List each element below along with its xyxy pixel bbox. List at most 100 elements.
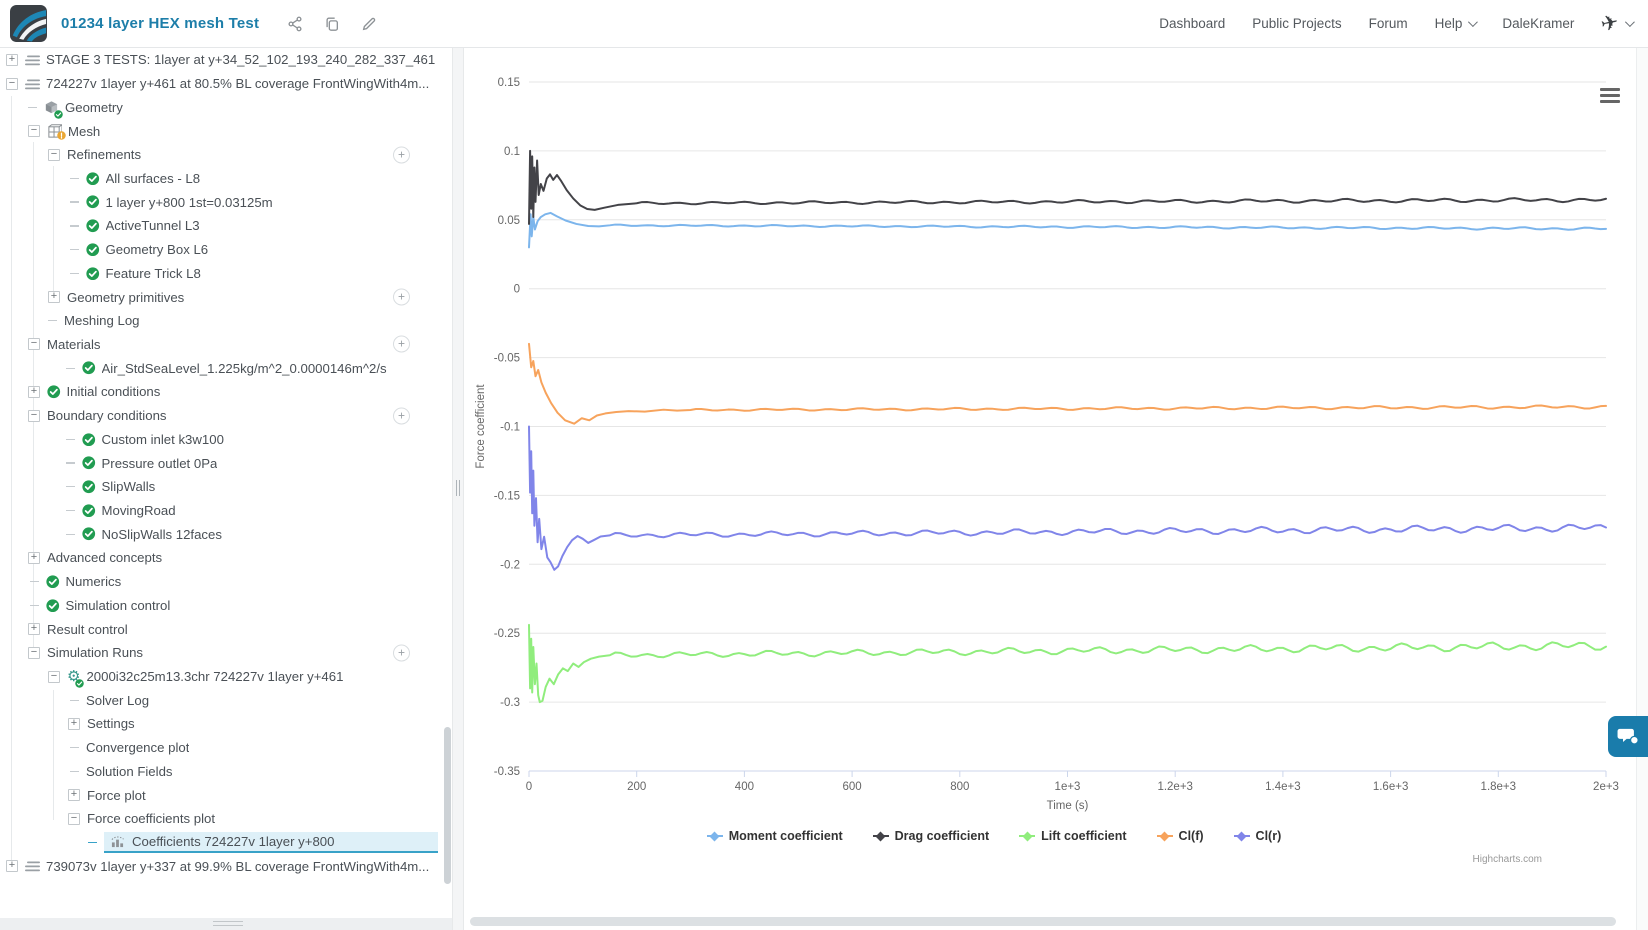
tree-row[interactable]: + Initial conditions <box>0 380 452 404</box>
tree-row[interactable]: SlipWalls <box>0 475 452 499</box>
chart-horizontal-scrollbar[interactable] <box>470 917 1616 926</box>
collapse-icon[interactable]: − <box>28 646 40 659</box>
tree-row[interactable]: NoSlipWalls 12faces <box>0 522 452 546</box>
tree-row[interactable]: +739073v 1layer y+337 at 99.9% BL covera… <box>0 854 452 878</box>
collapse-icon[interactable]: − <box>68 812 80 825</box>
tree-row[interactable]: − Materials + <box>0 333 452 357</box>
tree-row[interactable]: + STAGE 3 TESTS: 1layer at y+34_52_102_19… <box>0 48 452 72</box>
nav-item-label: Forum <box>1368 16 1408 31</box>
collapse-icon[interactable]: − <box>6 77 18 90</box>
check-circle-icon <box>82 527 96 541</box>
expand-icon[interactable]: + <box>68 789 80 802</box>
panel-splitter[interactable] <box>452 48 464 930</box>
expand-icon[interactable]: + <box>6 860 18 873</box>
tree-row[interactable]: MovingRoad <box>0 499 452 523</box>
tree-row[interactable]: Geometry <box>0 95 452 119</box>
tree-row[interactable]: Geometry Box L6 <box>0 238 452 262</box>
tree-item-label: STAGE 3 TESTS: 1layer at y+34_52_102_193… <box>46 52 436 68</box>
chat-bubble-icon <box>1617 728 1639 745</box>
app-logo[interactable] <box>10 5 47 42</box>
nav-item-dashboard[interactable]: Dashboard <box>1159 16 1225 31</box>
tree-row[interactable]: Solver Log <box>0 688 452 712</box>
tree-row[interactable]: − Refinements + <box>0 143 452 167</box>
tree-row[interactable]: Custom inlet k3w100 <box>0 428 452 452</box>
tree-row[interactable]: Coefficients 724227v 1layer y+800 <box>0 831 452 855</box>
legend-item-cl-r-[interactable]: Cl(r) <box>1233 829 1281 843</box>
tree-row[interactable]: Simulation control <box>0 594 452 618</box>
tree-connector <box>48 320 57 322</box>
check-circle-icon <box>86 266 100 281</box>
nav-item-dalekramer[interactable]: DaleKramer <box>1502 16 1574 31</box>
tree-row[interactable]: Convergence plot <box>0 736 452 760</box>
tree-vertical-scrollbar[interactable] <box>444 727 451 884</box>
legend-item-cl-f-[interactable]: Cl(f) <box>1156 829 1204 843</box>
chart-legend: Moment coefficient Drag coefficient Lift c… <box>402 829 1586 843</box>
tree-connector <box>66 462 75 464</box>
tree-row[interactable]: + Settings <box>0 712 452 736</box>
tree-row[interactable]: 1 layer y+800 1st=0.03125m <box>0 190 452 214</box>
collapse-icon[interactable]: − <box>28 125 40 138</box>
nav-item-forum[interactable]: Forum <box>1369 16 1408 31</box>
tree-item-label: 1 layer y+800 1st=0.03125m <box>105 194 273 210</box>
tree-row[interactable]: + Result control <box>0 617 452 641</box>
expand-icon[interactable]: + <box>6 53 18 66</box>
right-scrollbar-track[interactable] <box>1636 48 1648 930</box>
tree-row[interactable]: + Advanced concepts <box>0 546 452 570</box>
svg-text:0.1: 0.1 <box>504 146 520 158</box>
share-icon[interactable] <box>287 16 303 32</box>
tree-row[interactable]: All surfaces - L8 <box>0 167 452 191</box>
tree-row[interactable]: − Simulation Runs + <box>0 641 452 665</box>
tree-item-label: Settings <box>87 716 135 732</box>
collapse-icon[interactable]: − <box>28 409 40 422</box>
expand-icon[interactable]: + <box>28 623 40 636</box>
collapse-icon[interactable]: − <box>48 670 60 683</box>
tree-row[interactable]: + Geometry primitives + <box>0 285 452 309</box>
tree-row[interactable]: − Boundary conditions + <box>0 404 452 428</box>
add-item-button[interactable]: + <box>393 644 410 662</box>
tree-item-label: Air_StdSeaLevel_1.225kg/m^2_0.0000146m^2… <box>101 360 387 376</box>
tree-resize-handle[interactable] <box>213 921 243 926</box>
tree-row[interactable]: Pressure outlet 0Pa <box>0 451 452 475</box>
status-warning-badge <box>57 128 66 143</box>
expand-icon[interactable]: + <box>28 551 40 564</box>
svg-text:0.15: 0.15 <box>498 77 520 89</box>
tree-row[interactable]: ActiveTunnel L3 <box>0 214 452 238</box>
legend-item-lift-coefficient[interactable]: Lift coefficient <box>1019 829 1127 843</box>
selected-item-box[interactable]: Coefficients 724227v 1layer y+800 <box>104 832 438 854</box>
tree-row[interactable]: Feature Trick L8 <box>0 261 452 285</box>
legend-item-drag-coefficient[interactable]: Drag coefficient <box>872 829 989 843</box>
tree-row[interactable]: Meshing Log <box>0 309 452 333</box>
chart-menu-icon[interactable] <box>1600 88 1620 103</box>
tree-row[interactable]: − 724227v 1layer y+461 at 80.5% BL covera… <box>0 72 452 96</box>
nav-item-public-projects[interactable]: Public Projects <box>1252 16 1341 31</box>
expand-icon[interactable]: + <box>48 291 60 304</box>
expand-icon[interactable]: + <box>68 717 80 730</box>
svg-text:-0.3: -0.3 <box>500 697 520 709</box>
collapse-icon[interactable]: − <box>48 148 60 161</box>
tree-row[interactable]: + Force plot <box>0 783 452 807</box>
tree-row[interactable]: Air_StdSeaLevel_1.225kg/m^2_0.0000146m^2… <box>0 356 452 380</box>
user-avatar[interactable]: ✈ <box>1599 10 1635 37</box>
expand-icon[interactable]: + <box>28 385 40 398</box>
tree-guide-line <box>53 690 54 820</box>
add-item-button[interactable]: + <box>393 146 410 164</box>
tree-row[interactable]: − ⚙ 2000i32c25m13.3chr 724227v 1layer y+46… <box>0 665 452 689</box>
tree-row[interactable]: − Force coefficients plot <box>0 807 452 831</box>
edit-icon[interactable] <box>361 16 377 32</box>
copy-icon[interactable] <box>324 16 340 32</box>
tree-item-label: Geometry Box L6 <box>105 242 209 258</box>
chat-button[interactable] <box>1608 716 1648 757</box>
tree-row[interactable]: Numerics <box>0 570 452 594</box>
tree-row[interactable]: − Mesh <box>0 119 452 143</box>
tree-row[interactable]: Solution Fields <box>0 760 452 784</box>
add-item-button[interactable]: + <box>393 288 410 306</box>
add-item-button[interactable]: + <box>393 335 410 353</box>
tree-item-label: Solver Log <box>86 692 150 708</box>
svg-text:-0.05: -0.05 <box>494 353 520 365</box>
nav-item-help[interactable]: Help <box>1435 16 1479 31</box>
tree-item-label: Pressure outlet 0Pa <box>101 455 218 471</box>
legend-item-moment-coefficient[interactable]: Moment coefficient <box>706 829 843 843</box>
collapse-icon[interactable]: − <box>28 338 40 351</box>
add-item-button[interactable]: + <box>393 407 410 425</box>
simulation-list-icon <box>25 54 40 66</box>
